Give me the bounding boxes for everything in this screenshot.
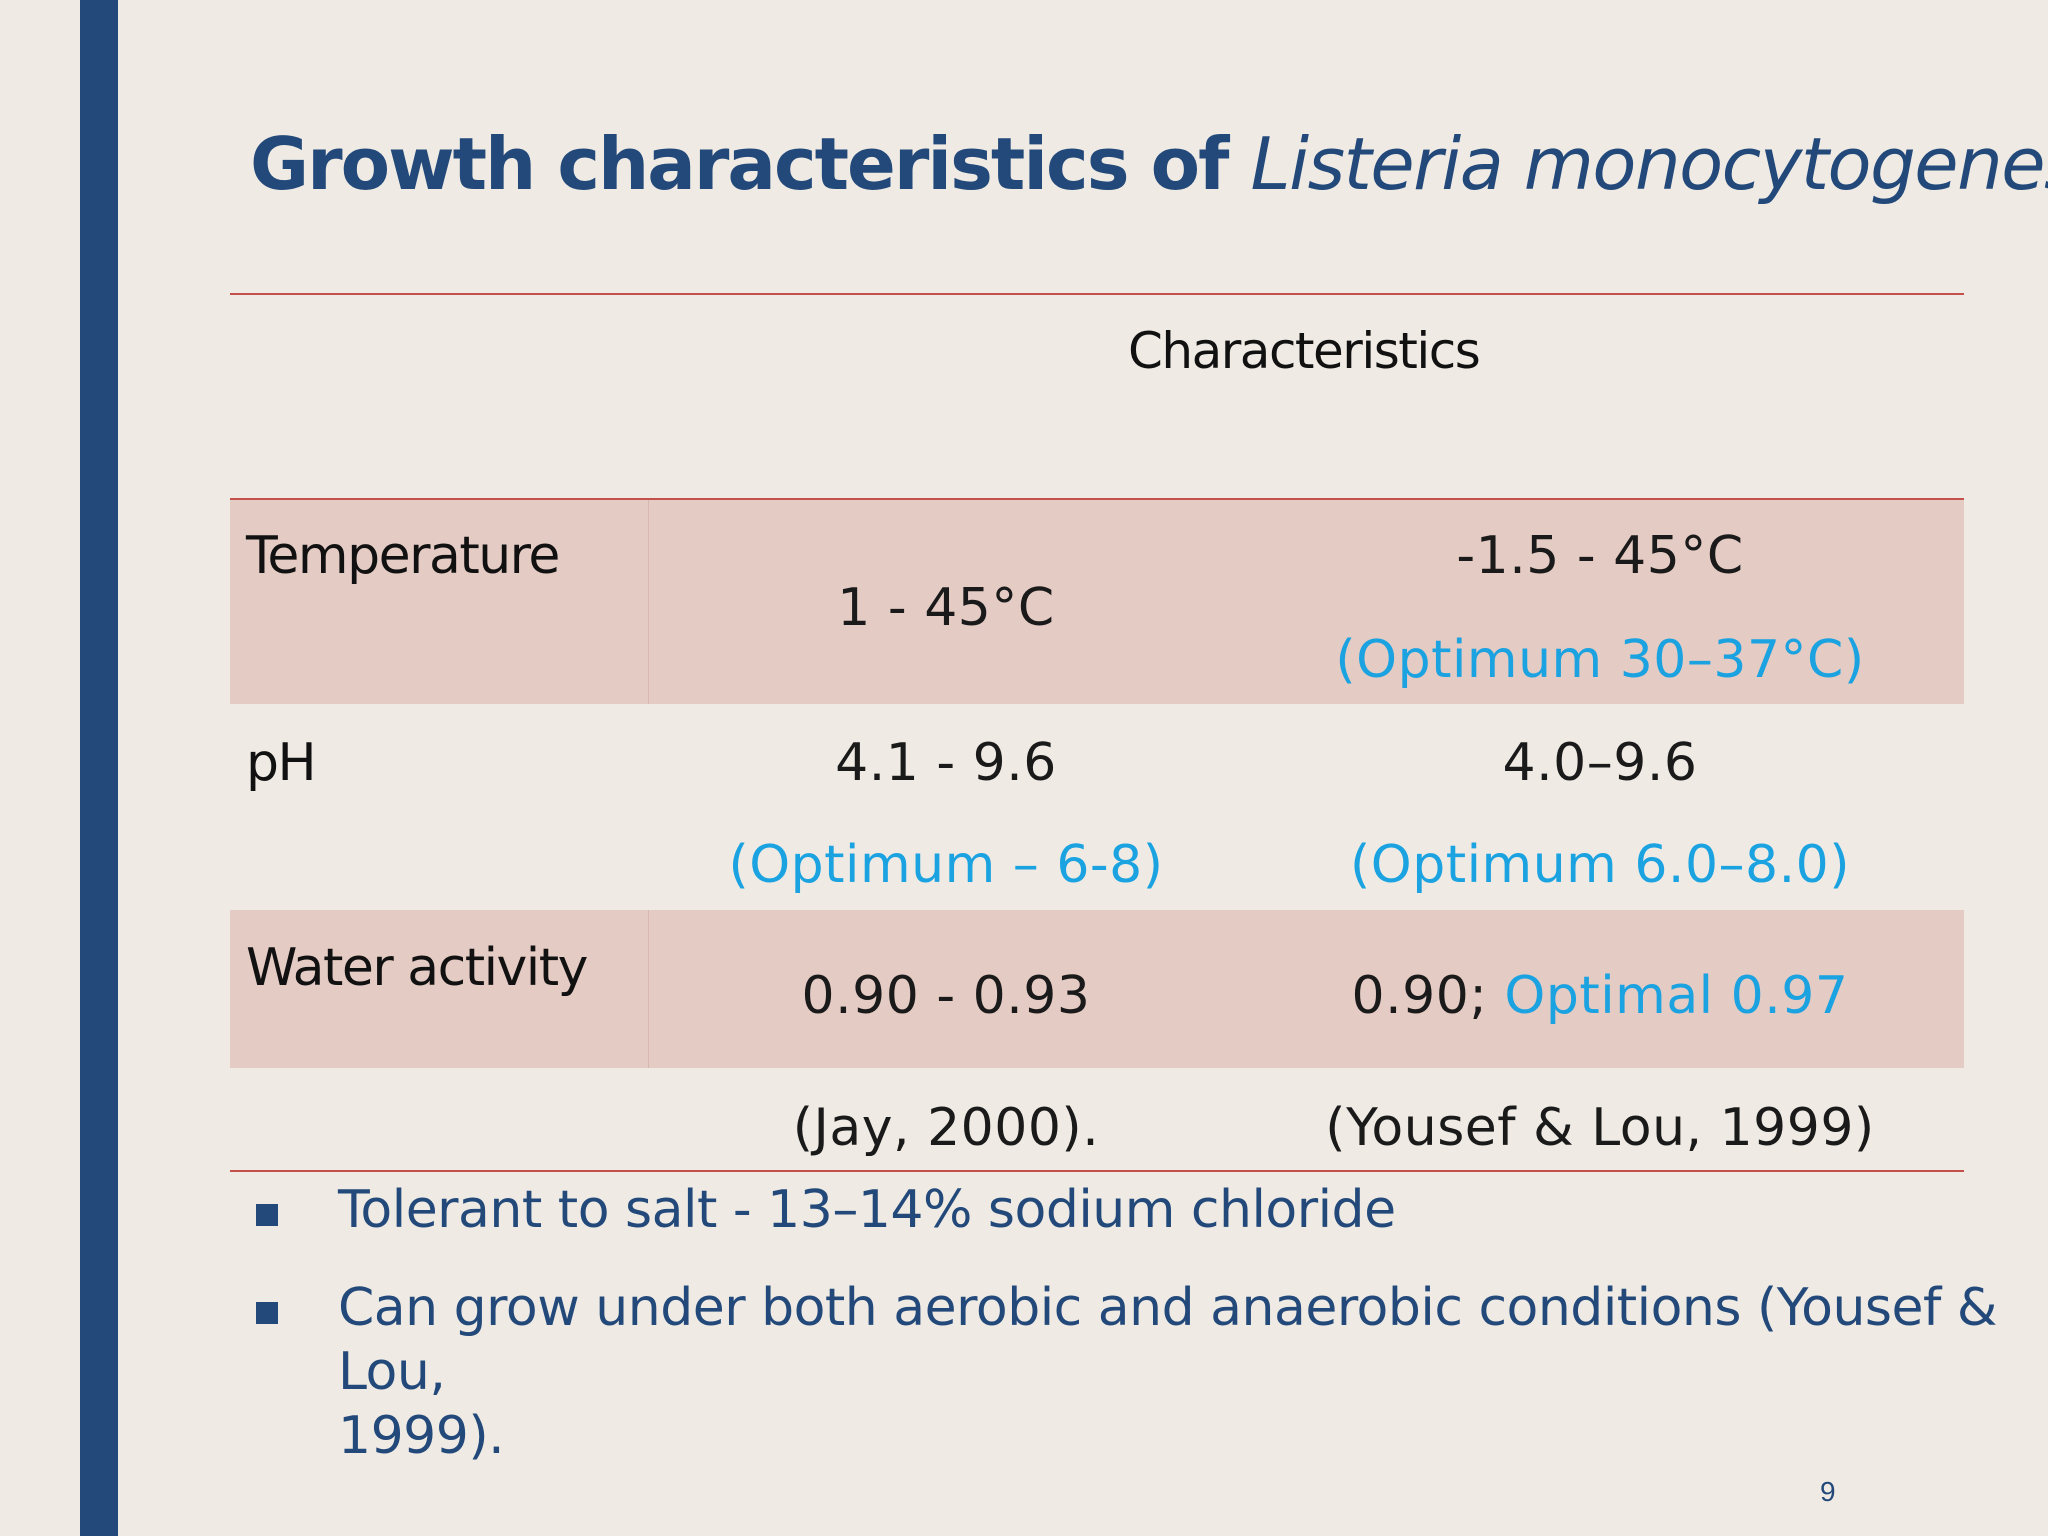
- ph-range-jay: 4.1 - 9.6: [835, 733, 1057, 793]
- bullet-aerobic-anaerobic: Can grow under both aerobic and anaerobi…: [338, 1276, 2048, 1468]
- page-number: 9: [1820, 1476, 1836, 1507]
- table-bottom-rule: [230, 1170, 1964, 1172]
- bullet-text-line: Can grow under both aerobic and anaerobi…: [338, 1278, 1997, 1402]
- ph-optimum-yousef: (Optimum 6.0–8.0): [1349, 835, 1851, 895]
- table-header-rule: [230, 498, 1964, 500]
- source-jay: (Jay, 2000).: [792, 1098, 1100, 1158]
- water-activity-yousef: 0.90; Optimal 0.97: [1352, 966, 1849, 1026]
- bullet-salt-tolerance: Tolerant to salt - 13–14% sodium chlorid…: [338, 1178, 1396, 1242]
- bullet-square-icon: [256, 1204, 278, 1226]
- row-label-water-activity: Water activity: [246, 938, 588, 998]
- slide-title: Growth characteristics of Listeria monoc…: [250, 122, 2048, 206]
- accent-bar: [80, 0, 118, 1536]
- row-band-water-activity: [230, 910, 1964, 1068]
- water-activity-min: 0.90;: [1351, 966, 1505, 1026]
- column-divider: [648, 500, 649, 704]
- temperature-range-yousef: -1.5 - 45°C: [1456, 526, 1744, 586]
- table-top-rule: [230, 293, 1964, 295]
- bullet-text-line: Tolerant to salt - 13–14% sodium chlorid…: [338, 1180, 1396, 1240]
- table-header: Characteristics: [1128, 322, 1481, 380]
- column-divider: [648, 910, 649, 1068]
- temperature-range-jay: 1 - 45°C: [837, 578, 1055, 638]
- row-band-temperature: [230, 500, 1964, 704]
- bullet-text-line: 1999).: [338, 1406, 505, 1466]
- water-activity-optimal: Optimal 0.97: [1504, 966, 1849, 1026]
- title-italic: Listeria monocytogenes: [1250, 122, 2048, 206]
- bullet-square-icon: [256, 1302, 278, 1324]
- title-main: Growth characteristics of: [250, 122, 1251, 206]
- temperature-optimum-yousef: (Optimum 30–37°C): [1335, 630, 1865, 690]
- source-yousef: (Yousef & Lou, 1999): [1325, 1098, 1875, 1158]
- row-label-temperature: Temperature: [246, 526, 560, 586]
- row-label-ph: pH: [246, 733, 317, 793]
- water-activity-jay: 0.90 - 0.93: [801, 966, 1091, 1026]
- ph-optimum-jay: (Optimum – 6-8): [728, 835, 1164, 895]
- ph-range-yousef: 4.0–9.6: [1502, 733, 1698, 793]
